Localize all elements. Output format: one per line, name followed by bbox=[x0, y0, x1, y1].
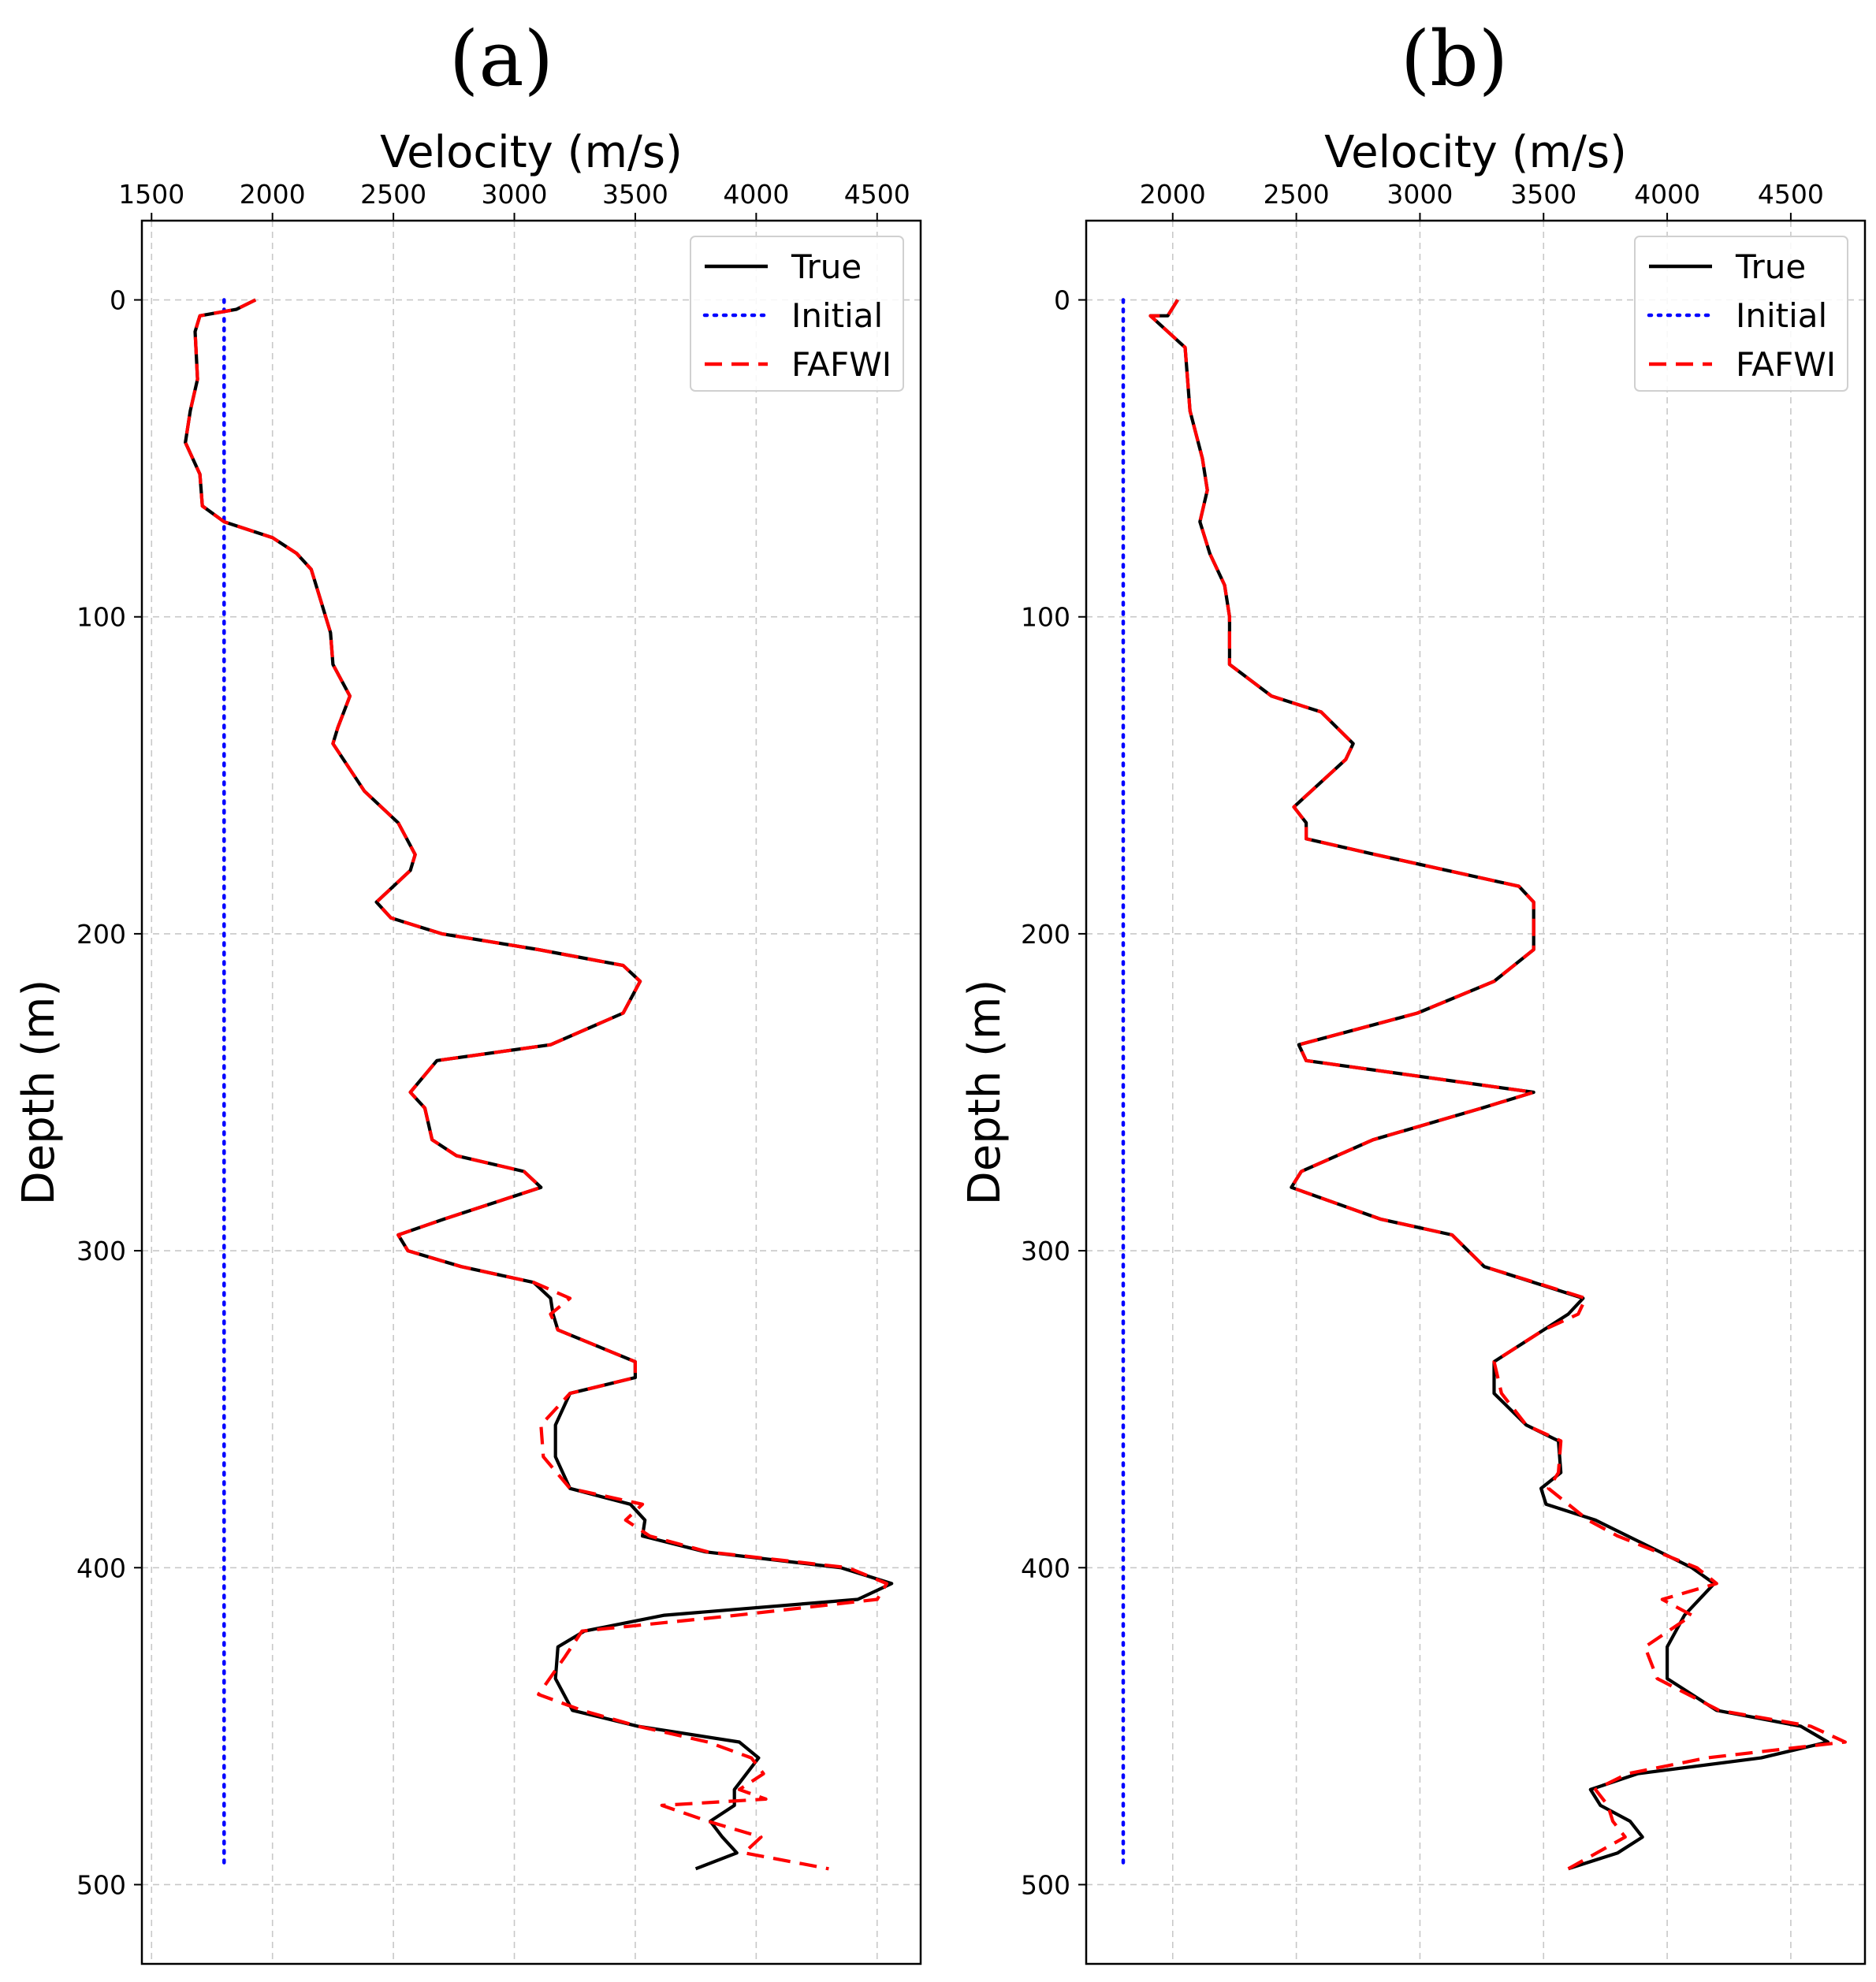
x-tick-label: 4500 bbox=[1758, 179, 1824, 210]
series-line-true bbox=[184, 298, 894, 1871]
x-tick-label: 4000 bbox=[723, 179, 789, 210]
y-tick-label: 500 bbox=[1021, 1869, 1070, 1900]
series-line-fafwi bbox=[184, 298, 889, 1871]
legend-label: FAFWI bbox=[791, 345, 891, 384]
panel-label: (b) bbox=[1401, 15, 1508, 103]
y-tick-label: 300 bbox=[76, 1236, 126, 1266]
x-axis-title: Velocity (m/s) bbox=[380, 127, 683, 178]
y-axis-title: Depth (m) bbox=[959, 980, 1011, 1206]
x-tick-label: 2000 bbox=[240, 179, 306, 210]
legend-box bbox=[1634, 236, 1848, 392]
series-line-true bbox=[1148, 299, 1830, 1871]
series-line-fafwi bbox=[1148, 299, 1847, 1871]
x-axis-title: Velocity (m/s) bbox=[1324, 127, 1627, 178]
legend-label: True bbox=[791, 247, 862, 286]
y-tick-label: 400 bbox=[1021, 1553, 1070, 1583]
x-tick-label: 2500 bbox=[360, 179, 426, 210]
legend-box bbox=[690, 236, 904, 392]
y-tick-label: 200 bbox=[1021, 919, 1070, 950]
legend: True Initial FAFWI bbox=[1634, 236, 1848, 392]
x-tick-label: 3500 bbox=[602, 179, 668, 210]
y-tick-label: 300 bbox=[1021, 1236, 1070, 1266]
plot-frame bbox=[1085, 219, 1867, 1965]
y-tick-label: 500 bbox=[76, 1869, 126, 1900]
x-tick-label: 2000 bbox=[1140, 179, 1206, 210]
x-tick-label: 4500 bbox=[844, 179, 910, 210]
y-tick-label: 100 bbox=[76, 602, 126, 633]
y-tick-label: 400 bbox=[76, 1553, 126, 1583]
y-tick-label: 0 bbox=[1054, 285, 1070, 316]
y-axis-title: Depth (m) bbox=[13, 980, 65, 1206]
y-tick-label: 200 bbox=[76, 919, 126, 950]
x-tick-label: 2500 bbox=[1264, 179, 1330, 210]
legend: True Initial FAFWI bbox=[690, 236, 904, 392]
x-tick-label: 3000 bbox=[482, 179, 548, 210]
x-tick-label: 1500 bbox=[118, 179, 184, 210]
y-tick-label: 0 bbox=[110, 285, 126, 316]
x-tick-label: 4000 bbox=[1634, 179, 1700, 210]
x-tick-label: 3500 bbox=[1510, 179, 1576, 210]
y-tick-label: 100 bbox=[1021, 602, 1070, 633]
legend-label: Initial bbox=[1736, 296, 1827, 335]
chart-panel-1: (b)Velocity (m/s)Depth (m)2000 2500 3000 35… bbox=[959, 15, 1867, 1965]
legend-label: FAFWI bbox=[1736, 345, 1836, 384]
legend-label: True bbox=[1735, 247, 1806, 286]
plot-frame bbox=[140, 219, 922, 1965]
legend-label: Initial bbox=[791, 296, 883, 335]
chart-panel-0: (a)Velocity (m/s)Depth (m)1500 2000 2500 30… bbox=[13, 15, 922, 1965]
x-tick-label: 3000 bbox=[1387, 179, 1453, 210]
panel-label: (a) bbox=[449, 15, 553, 103]
